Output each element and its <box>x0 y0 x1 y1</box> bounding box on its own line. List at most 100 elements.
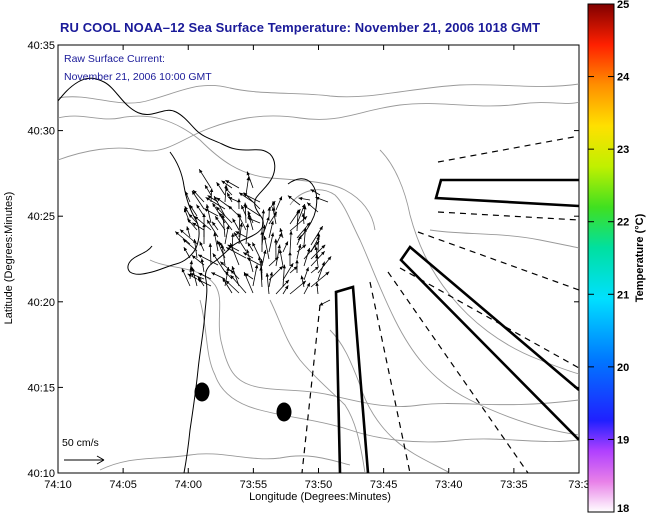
current-vector-head <box>193 239 197 243</box>
colorbar-tick-label: 24 <box>617 72 630 84</box>
current-vector-head <box>289 230 293 235</box>
current-vector-head <box>192 222 197 227</box>
current-vector-head <box>226 225 230 230</box>
scale-label: 50 cm/s <box>62 437 99 449</box>
current-vector-head <box>321 244 326 249</box>
current-vector-head <box>306 247 311 252</box>
current-vector-head <box>199 241 203 246</box>
current-vector-head <box>212 221 216 226</box>
current-vector <box>197 254 219 266</box>
current-vector-head <box>315 241 320 246</box>
current-vector-head <box>175 231 180 236</box>
current-vector-head <box>247 242 252 247</box>
current-vector-head <box>218 212 223 217</box>
current-vector-head <box>273 211 277 216</box>
current-vector-head <box>187 273 192 278</box>
current-vector-head <box>228 197 233 201</box>
plot-frame <box>57 44 580 474</box>
y-tick-label: 40:25 <box>27 211 55 223</box>
current-vector-head <box>297 244 302 249</box>
coastline <box>58 77 276 473</box>
current-vector-head <box>216 197 221 202</box>
y-tick-label: 40:30 <box>27 126 55 138</box>
current-vector <box>215 206 233 224</box>
current-vector-head <box>243 272 248 277</box>
current-vector-head <box>215 216 219 221</box>
current-vector-head <box>252 242 256 247</box>
x-tick-label: 73:50 <box>305 479 333 491</box>
swath-outlines <box>334 178 579 473</box>
current-vector-head <box>295 259 299 264</box>
current-vector-head <box>221 214 225 219</box>
current-vector-head <box>191 267 195 272</box>
current-vector-head <box>246 257 251 262</box>
current-vector-head <box>247 217 252 221</box>
current-vector-head <box>185 191 189 196</box>
colorbar-tick-label: 21 <box>617 289 629 301</box>
current-vector-head <box>224 187 229 192</box>
current-vector-head <box>190 273 195 277</box>
current-vector-head <box>298 196 303 201</box>
current-vector-head <box>231 233 235 237</box>
x-tick-label: 73:3 <box>568 479 589 491</box>
current-note-line2: November 21, 2006 10:00 GMT <box>64 71 212 83</box>
current-vector-head <box>221 180 226 185</box>
current-vector-head <box>316 236 320 241</box>
current-vector-head <box>230 270 235 274</box>
current-vector-head <box>247 213 252 218</box>
current-vector-head <box>315 254 319 259</box>
current-vector-head <box>191 255 196 259</box>
current-vector-head <box>271 207 276 211</box>
station-marker-1 <box>194 382 210 402</box>
current-vector-head <box>188 214 193 218</box>
current-vector-head <box>230 243 234 248</box>
current-vector-head <box>284 241 288 246</box>
y-tick-label: 40:10 <box>27 468 55 480</box>
current-vector-head <box>314 266 319 271</box>
current-vector-head <box>262 224 266 229</box>
current-vector <box>194 215 212 231</box>
current-vector-head <box>300 275 304 280</box>
colorbar-label: Temperature (°C) <box>634 213 646 302</box>
x-axis: 74:10 74:05 74:00 73:55 73:50 73:45 73:40 73:35… <box>44 45 590 491</box>
current-vector-head <box>235 231 240 235</box>
current-vector-head <box>216 182 221 187</box>
current-vector-head <box>225 280 230 285</box>
current-vector-head <box>212 253 217 258</box>
current-vector-head <box>208 243 213 247</box>
map-title: RU COOL NOAA–12 Sea Surface Temperature:… <box>60 20 541 35</box>
current-vector-head <box>237 198 241 203</box>
current-vector <box>205 197 226 210</box>
colorbar-tick-label: 20 <box>617 362 629 374</box>
current-vector-head <box>288 251 292 256</box>
current-vector-head <box>271 201 276 205</box>
current-vector-head <box>259 259 264 263</box>
current-vector <box>226 247 247 259</box>
current-vector-head <box>270 232 275 237</box>
current-vector-head <box>269 271 274 276</box>
current-vector-head <box>191 190 196 195</box>
colorbar-tick-label: 18 <box>617 503 629 515</box>
current-vector-head <box>182 239 187 243</box>
current-vector-head <box>274 238 278 243</box>
current-vector-head <box>239 192 244 197</box>
x-tick-label: 73:35 <box>500 479 528 491</box>
current-vector-head <box>197 279 202 283</box>
current-vector-head <box>222 277 226 282</box>
scale-arrowhead <box>96 455 105 465</box>
current-vector-head <box>315 282 319 286</box>
current-vector <box>275 244 281 267</box>
current-vector-head <box>187 218 191 223</box>
current-vector <box>243 271 254 294</box>
current-vector-head <box>284 285 289 290</box>
current-vector <box>230 274 247 294</box>
current-vector-head <box>207 195 212 199</box>
current-vector-head <box>289 263 294 268</box>
colorbar <box>587 3 615 513</box>
current-vector-head <box>246 171 250 176</box>
current-vector <box>191 190 205 210</box>
y-tick-label: 40:15 <box>27 382 55 394</box>
current-vector-head <box>227 192 231 197</box>
current-vector-head <box>179 229 184 234</box>
x-tick-label: 73:45 <box>370 479 398 491</box>
